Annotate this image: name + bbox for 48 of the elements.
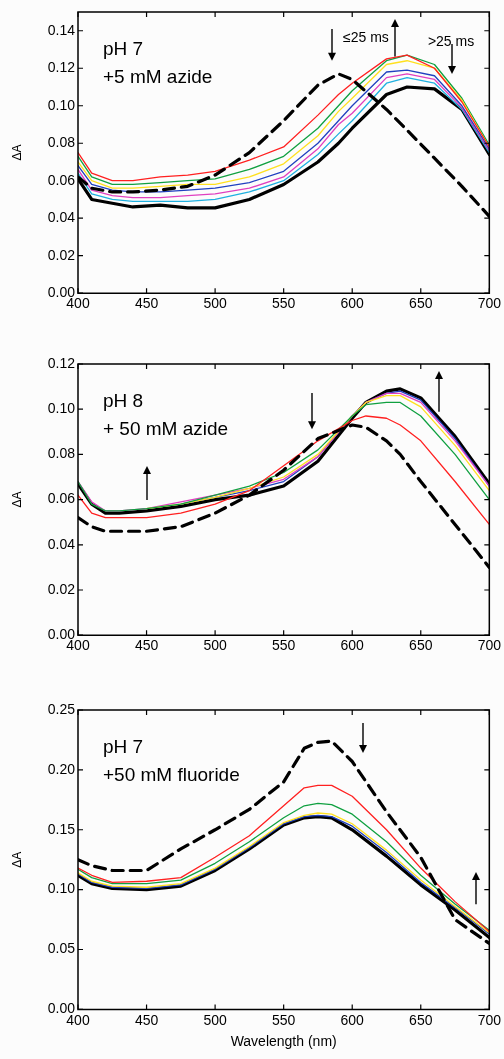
y-tick-label: 0.20 [47,760,76,777]
y-tick-label: 0.10 [47,880,76,897]
y-tick-label: 0.08 [47,445,76,462]
y-tick-label: 0.12 [47,354,76,371]
x-tick-label: 600 [340,1011,365,1028]
x-tick-label: 450 [134,1011,159,1028]
y-tick-label: 0.10 [47,400,76,417]
x-tick-label: 500 [203,295,227,312]
x-tick-label: 700 [477,1011,502,1028]
annotation: ≤25 ms [343,29,389,46]
y-tick-label: 0.08 [47,134,76,151]
y-axis-title: ΔA [9,851,24,868]
y-tick-label: 0.02 [47,246,76,263]
annotation: pH 8 [103,390,144,412]
x-tick-label: 450 [134,637,159,654]
x-tick-label: 600 [340,295,365,312]
y-tick-label: 0.05 [47,940,76,957]
annotation: pH 7 [103,736,144,758]
y-tick-label: 0.25 [47,700,76,717]
y-axis-title: ΔA [9,144,24,161]
y-tick-label: 0.14 [47,21,76,38]
x-axis-title: Wavelength (nm) [230,1033,337,1050]
x-tick-label: 500 [203,1011,227,1028]
x-tick-label: 600 [340,637,365,654]
y-tick-label: 0.15 [47,820,76,837]
x-tick-label: 650 [409,295,433,312]
x-tick-label: 550 [271,1011,296,1028]
y-axis-title: ΔA [9,491,24,508]
y-tick-label: 0.02 [47,580,76,597]
annotation: pH 7 [103,38,144,60]
x-tick-label: 650 [409,637,433,654]
y-tick-label: 0.06 [47,490,76,507]
y-tick-label: 0.04 [47,535,76,552]
annotation: >25 ms [427,32,475,49]
y-tick-label: 0.12 [47,59,76,76]
annotation: + 50 mM azide [103,418,229,440]
x-tick-label: 700 [477,637,502,654]
x-tick-label: 450 [134,295,159,312]
y-tick-label: 0.10 [47,96,76,113]
x-tick-label: 500 [203,637,227,654]
x-tick-label: 650 [409,1011,433,1028]
x-tick-label: 700 [477,295,502,312]
y-tick-label: 0.06 [47,171,76,188]
annotation: +50 mM fluoride [103,764,240,786]
annotation: +5 mM azide [103,66,213,88]
x-tick-label: 550 [271,637,296,654]
x-tick-label: 550 [271,295,296,312]
y-tick-label: 0.04 [47,209,76,226]
